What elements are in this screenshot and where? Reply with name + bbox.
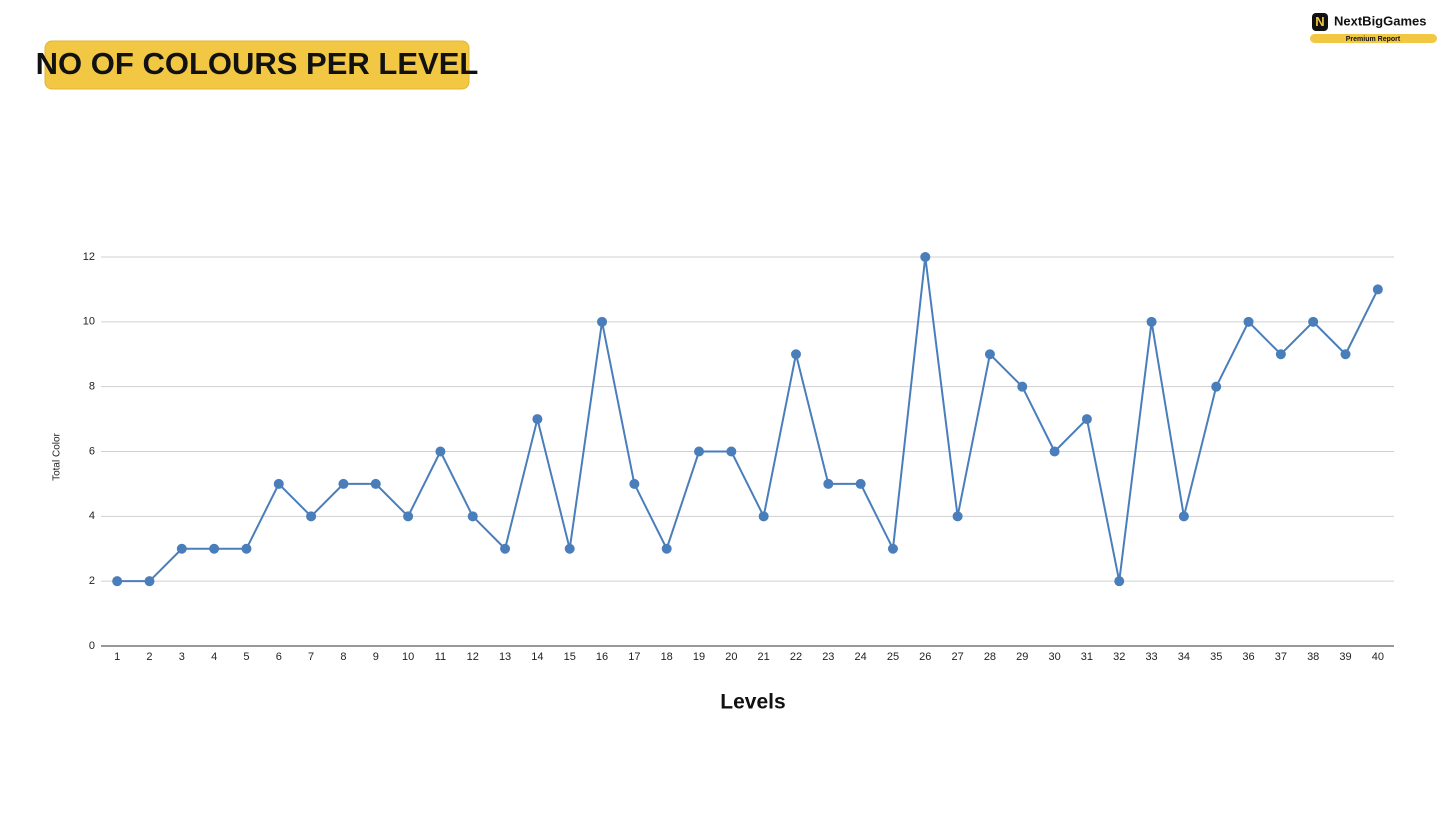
x-axis-label: Levels [720, 691, 785, 714]
x-tick-label: 18 [661, 651, 673, 663]
data-point [273, 478, 284, 489]
data-point [1146, 316, 1157, 327]
data-point [1243, 316, 1254, 327]
data-point [209, 543, 220, 554]
title-box [44, 40, 470, 90]
data-point [1275, 349, 1286, 360]
data-point [370, 478, 381, 489]
data-point [306, 511, 317, 522]
data-point [564, 543, 575, 554]
x-tick-label: 21 [758, 651, 770, 663]
data-point [112, 576, 123, 587]
logo-letter: N [1315, 14, 1324, 29]
data-point [694, 446, 705, 457]
data-point [1017, 381, 1028, 392]
x-tick-label: 11 [435, 651, 446, 663]
y-tick-label: 4 [89, 510, 95, 522]
x-tick-label: 36 [1242, 651, 1254, 663]
y-tick-label: 2 [89, 575, 95, 587]
x-tick-label: 26 [919, 651, 931, 663]
x-tick-label: 27 [951, 651, 963, 663]
y-tick-label: 12 [83, 251, 95, 263]
x-tick-label: 7 [308, 651, 314, 663]
data-point [1340, 349, 1351, 360]
x-tick-label: 3 [179, 651, 185, 663]
x-tick-label: 23 [822, 651, 834, 663]
data-point [532, 414, 543, 425]
data-point [790, 349, 801, 360]
data-point [1081, 414, 1092, 425]
data-point [887, 543, 898, 554]
x-tick-label: 9 [373, 651, 379, 663]
x-tick-label: 31 [1081, 651, 1093, 663]
y-axis-label: Total Color [52, 432, 63, 480]
data-point [1211, 381, 1222, 392]
data-point [500, 543, 511, 554]
x-tick-label: 8 [340, 651, 346, 663]
data-point [984, 349, 995, 360]
series-line [117, 256, 1379, 583]
data-point [952, 511, 963, 522]
x-tick-label: 12 [467, 651, 479, 663]
badge: Premium Report [1346, 36, 1401, 43]
data-point [661, 543, 672, 554]
data-point [920, 252, 931, 262]
x-tick-label: 24 [855, 651, 867, 663]
x-tick-label: 14 [531, 651, 543, 663]
x-tick-label: 1 [114, 651, 120, 663]
x-tick-label: 39 [1339, 651, 1351, 663]
x-tick-label: 19 [693, 651, 705, 663]
x-tick-label: 35 [1210, 651, 1222, 663]
data-point [144, 576, 155, 587]
data-point [241, 543, 252, 554]
x-tick-label: 6 [276, 651, 282, 663]
x-tick-label: 10 [402, 651, 414, 663]
x-tick-label: 37 [1275, 651, 1287, 663]
data-point [176, 543, 187, 554]
data-point [597, 316, 608, 327]
data-point [726, 446, 737, 457]
brand: NextBigGames [1334, 13, 1426, 28]
x-tick-label: 38 [1307, 651, 1319, 663]
logo-icon [1312, 13, 1328, 31]
data-point [758, 511, 769, 522]
data-point [629, 478, 640, 489]
x-tick-label: 32 [1113, 651, 1125, 663]
data-point [1049, 446, 1060, 457]
y-tick-label: 0 [89, 640, 95, 652]
x-tick-label: 33 [1145, 651, 1157, 663]
data-point [338, 478, 349, 489]
x-tick-label: 40 [1372, 651, 1384, 663]
x-tick-label: 34 [1178, 651, 1190, 663]
data-point [1372, 284, 1383, 295]
data-point [1114, 576, 1125, 587]
x-tick-label: 22 [790, 651, 802, 663]
x-tick-label: 2 [146, 651, 152, 663]
badge-pill [1310, 34, 1437, 43]
data-point [435, 446, 446, 457]
data-point [855, 478, 866, 489]
data-point [823, 478, 834, 489]
x-tick-label: 5 [243, 651, 249, 663]
y-tick-label: 8 [89, 381, 95, 393]
title: NO OF COLOURS PER LEVEL [36, 46, 479, 81]
x-tick-label: 16 [596, 651, 608, 663]
data-point [467, 511, 478, 522]
x-tick-label: 15 [564, 651, 576, 663]
x-tick-label: 29 [1016, 651, 1028, 663]
y-tick-label: 6 [89, 445, 95, 457]
x-tick-label: 4 [211, 651, 217, 663]
data-point [1308, 316, 1319, 327]
x-tick-label: 25 [887, 651, 899, 663]
x-tick-label: 17 [628, 651, 640, 663]
x-tick-label: 13 [499, 651, 511, 663]
y-tick-label: 10 [83, 316, 95, 328]
data-point [1178, 511, 1189, 522]
data-point [403, 511, 414, 522]
x-tick-label: 28 [984, 651, 996, 663]
x-tick-label: 30 [1048, 651, 1060, 663]
x-tick-label: 20 [725, 651, 737, 663]
